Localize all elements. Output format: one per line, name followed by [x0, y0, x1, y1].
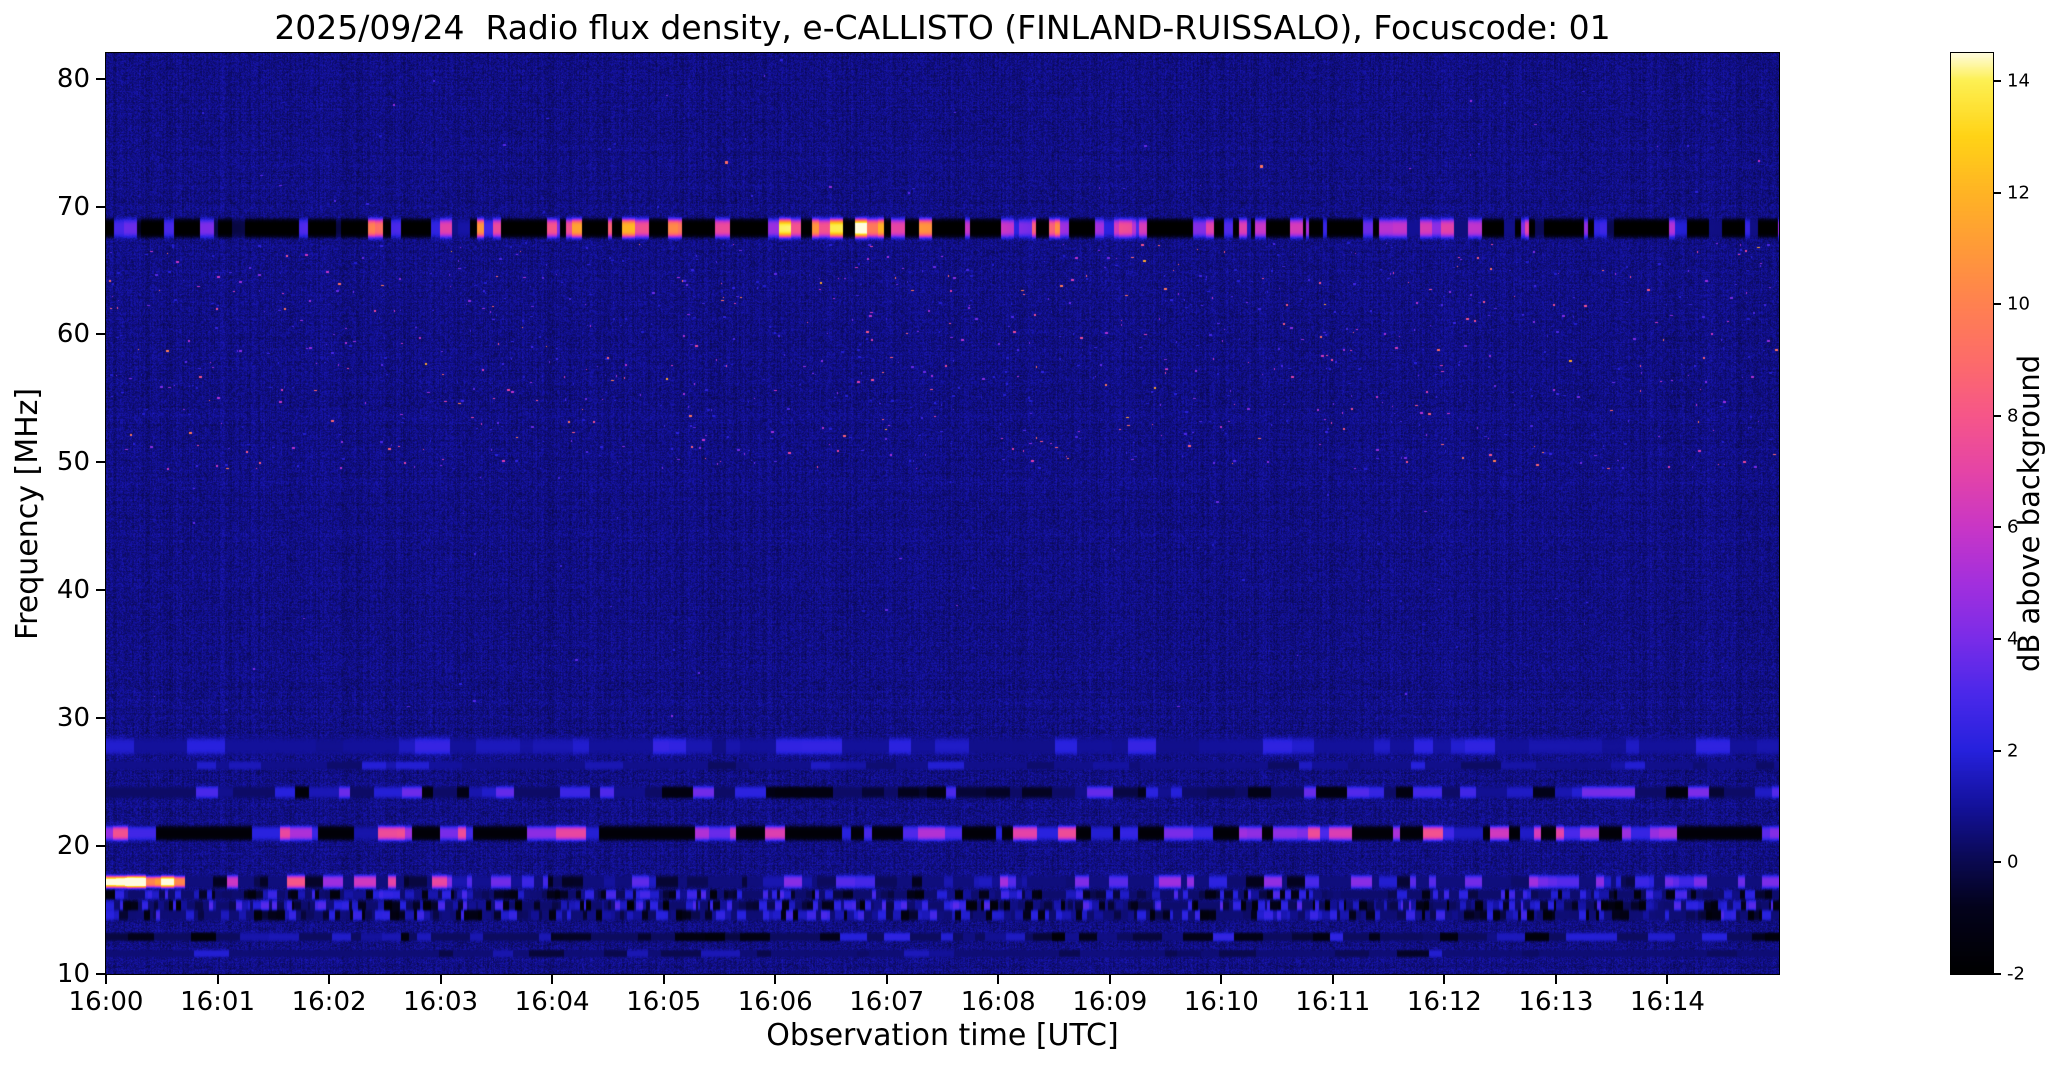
- colorbar-ticks: -2 0 2 4 6 8 10 12 14: [1994, 52, 2047, 985]
- y-tick-label: 50: [56, 447, 90, 478]
- x-axis-ticks: 16:00 16:01 16:02 16:03 16:04 16:05 16:06 16:07…: [69, 975, 1780, 1025]
- colorbar-tick-mark: [1994, 414, 2001, 417]
- x-tick-label: 16:01: [180, 987, 255, 1017]
- colorbar: [1950, 52, 1994, 975]
- x-tick-label: 16:11: [1295, 987, 1371, 1017]
- x-tick-mark: [1443, 975, 1446, 984]
- x-tick-label: 16:07: [849, 987, 925, 1017]
- x-tick-mark: [1666, 975, 1669, 984]
- colorbar-tick-mark: [1994, 861, 2001, 864]
- y-tick-mark: [96, 845, 105, 848]
- x-tick-label: 16:00: [68, 987, 144, 1017]
- x-tick-mark: [328, 975, 331, 984]
- colorbar-tick-label: 8: [2007, 405, 2019, 427]
- x-tick-mark: [1108, 975, 1111, 984]
- chart-title: 2025/09/24 Radio flux density, e-CALLIST…: [274, 8, 1611, 47]
- x-tick-label: 16:14: [1629, 987, 1705, 1017]
- colorbar-tick-mark: [1994, 526, 2001, 529]
- x-tick-label: 16:08: [960, 987, 1036, 1017]
- y-tick-mark: [96, 333, 105, 336]
- colorbar-canvas: [1951, 53, 1993, 974]
- y-tick-label: 60: [56, 319, 90, 350]
- colorbar-tick-label: 2: [2007, 740, 2019, 762]
- colorbar-tick-mark: [1994, 973, 2001, 975]
- x-tick-label: 16:10: [1183, 987, 1259, 1017]
- plot-area: [105, 52, 1780, 975]
- y-tick-label: 20: [56, 831, 90, 862]
- x-axis-label: Observation time [UTC]: [766, 1018, 1119, 1053]
- colorbar-tick-label: 6: [2007, 516, 2019, 538]
- colorbar-tick-label: 10: [2007, 293, 2030, 315]
- x-tick-mark: [774, 975, 777, 984]
- colorbar-tick-label: -2: [2007, 963, 2025, 985]
- y-tick-label: 40: [56, 575, 90, 606]
- colorbar-tick-mark: [1994, 638, 2001, 641]
- y-tick-mark: [96, 77, 105, 80]
- y-tick-label: 30: [56, 703, 90, 734]
- x-tick-mark: [1554, 975, 1557, 984]
- y-tick-mark: [96, 461, 105, 464]
- x-tick-mark: [439, 975, 442, 984]
- x-tick-label: 16:04: [514, 987, 590, 1017]
- x-tick-mark: [551, 975, 554, 984]
- y-tick-label: 10: [56, 959, 90, 989]
- x-tick-label: 16:09: [1072, 987, 1148, 1017]
- y-tick-mark: [96, 973, 105, 975]
- x-tick-label: 16:05: [626, 987, 702, 1017]
- y-tick-label: 80: [56, 63, 90, 94]
- colorbar-label: dB above background: [2012, 354, 2046, 673]
- x-tick-label: 16:13: [1518, 987, 1594, 1017]
- y-tick-mark: [96, 717, 105, 720]
- colorbar-tick-label: 0: [2007, 851, 2019, 873]
- y-tick-mark: [96, 589, 105, 592]
- y-axis-ticks: 10 20 30 40 50 60 70 80: [0, 52, 105, 989]
- spectrogram-canvas: [106, 53, 1779, 974]
- colorbar-tick-mark: [1994, 303, 2001, 306]
- colorbar-tick-mark: [1994, 79, 2001, 82]
- x-tick-mark: [216, 975, 219, 984]
- x-tick-mark: [105, 975, 107, 984]
- x-tick-mark: [1220, 975, 1223, 984]
- y-tick-mark: [96, 205, 105, 208]
- colorbar-tick-label: 12: [2007, 182, 2030, 204]
- x-tick-label: 16:12: [1406, 987, 1482, 1017]
- x-tick-mark: [1331, 975, 1334, 984]
- colorbar-tick-mark: [1994, 749, 2001, 752]
- colorbar-tick-mark: [1994, 191, 2001, 194]
- x-tick-mark: [885, 975, 888, 984]
- y-tick-label: 70: [56, 191, 90, 222]
- x-tick-mark: [662, 975, 665, 984]
- x-tick-label: 16:06: [737, 987, 813, 1017]
- x-tick-label: 16:03: [403, 987, 479, 1017]
- x-tick-label: 16:02: [291, 987, 367, 1017]
- x-tick-mark: [997, 975, 1000, 984]
- colorbar-tick-label: 4: [2007, 628, 2019, 650]
- colorbar-tick-label: 14: [2007, 70, 2030, 92]
